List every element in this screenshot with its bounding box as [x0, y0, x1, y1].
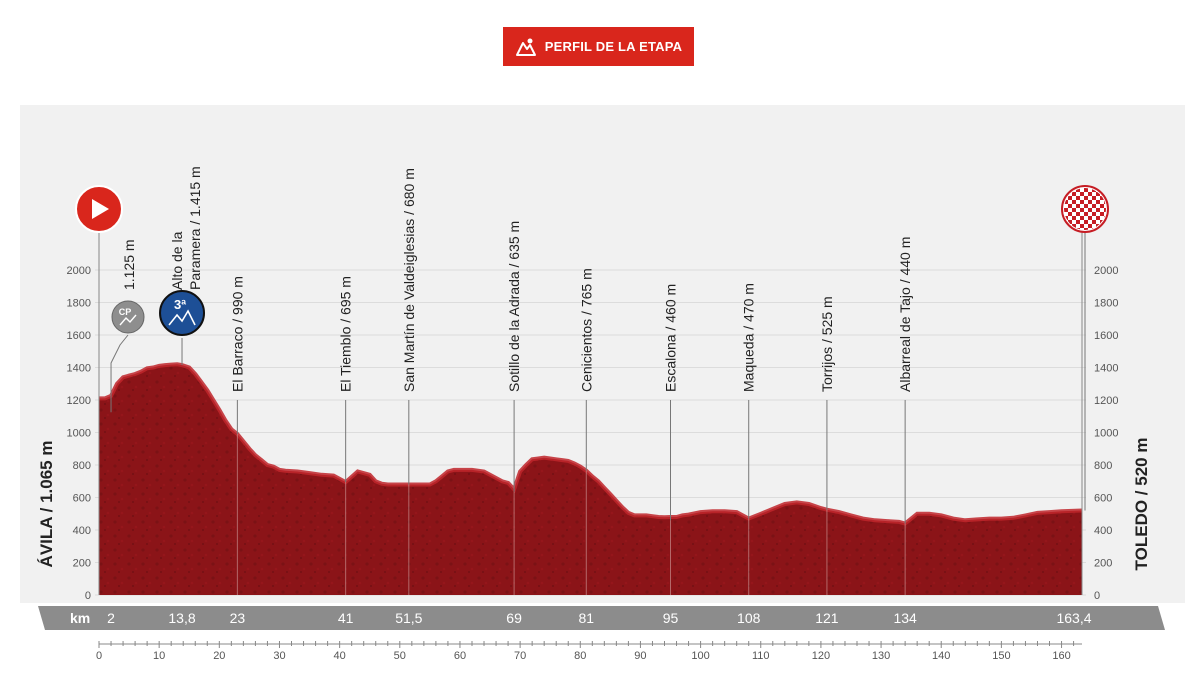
- km-ruler-label: 120: [812, 650, 830, 662]
- y-tick-label-right: 400: [1094, 525, 1112, 537]
- finish-town-label: TOLEDO / 520 m: [1132, 438, 1151, 571]
- km-ruler-label: 130: [872, 650, 890, 662]
- km-ruler-label: 0: [96, 650, 102, 662]
- y-tick-label-right: 1600: [1094, 330, 1118, 342]
- y-tick-label-right: 1800: [1094, 298, 1118, 310]
- waypoint-label: El Barraco / 990 m: [229, 276, 245, 392]
- km-checkpoint-label: 41: [338, 610, 354, 626]
- km-checkpoint-label: 81: [578, 610, 594, 626]
- km-ruler-label: 70: [514, 650, 526, 662]
- km-ruler-label: 110: [752, 650, 770, 662]
- stage-profile-badge: PERFIL DE LA ETAPA: [503, 27, 694, 66]
- km-ruler-label: 100: [691, 650, 709, 662]
- play-triangle: [92, 199, 109, 219]
- finish-checkered-flag-icon: [1064, 188, 1106, 230]
- km-ruler-label: 50: [394, 650, 406, 662]
- km-ruler-label: 160: [1052, 650, 1070, 662]
- km-ruler-label: 150: [992, 650, 1010, 662]
- third-category-climb-icon: [159, 290, 206, 336]
- km-checkpoint-label: 13,8: [168, 610, 195, 626]
- km-checkpoint-label: 108: [737, 610, 761, 626]
- y-tick-label-left: 1800: [67, 298, 91, 310]
- y-tick-label-left: 1600: [67, 330, 91, 342]
- y-tick-label-right: 2000: [1094, 265, 1118, 277]
- y-tick-label-left: 0: [85, 590, 91, 602]
- profile-ridge-line: [99, 362, 1083, 526]
- climb-category-label: 3ª: [174, 297, 186, 312]
- y-tick-label-left: 400: [73, 525, 91, 537]
- y-tick-label-left: 1400: [67, 363, 91, 375]
- km-checkpoint-label: 2: [107, 610, 115, 626]
- km-checkpoint-label: 134: [893, 610, 917, 626]
- km-unit-label: km: [70, 610, 90, 626]
- km-ruler-label: 30: [273, 650, 285, 662]
- sprint-peaks: [119, 314, 137, 326]
- climb-name-label: Paramera / 1.415 m: [187, 166, 203, 290]
- climb-peaks: [168, 309, 196, 326]
- km-ruler-label: 10: [153, 650, 165, 662]
- waypoint-label: Torrijos / 525 m: [819, 296, 835, 392]
- y-tick-label-left: 200: [73, 558, 91, 570]
- km-ruler-label: 60: [454, 650, 466, 662]
- waypoint-label: Cenicientos / 765 m: [578, 268, 594, 392]
- sprint-elevation-label: 1.125 m: [121, 239, 137, 290]
- y-tick-label-right: 800: [1094, 460, 1112, 472]
- km-ruler-label: 40: [334, 650, 346, 662]
- km-checkpoint-label: 121: [815, 610, 839, 626]
- y-tick-label-left: 600: [73, 493, 91, 505]
- waypoint-label: San Martín de Valdeiglesias / 680 m: [401, 168, 417, 392]
- y-tick-label-right: 1400: [1094, 363, 1118, 375]
- y-tick-label-left: 1000: [67, 428, 91, 440]
- waypoint-label: Albarreal de Tajo / 440 m: [897, 237, 913, 392]
- sprint-leader-line: [110, 334, 129, 413]
- km-ruler-label: 140: [932, 650, 950, 662]
- km-checkpoint-label: 163,4: [1056, 610, 1091, 626]
- y-tick-label-right: 0: [1094, 590, 1100, 602]
- intermediate-sprint-icon: [111, 300, 145, 334]
- waypoint-label: Maqueda / 470 m: [741, 283, 757, 392]
- y-tick-label-right: 1000: [1094, 428, 1118, 440]
- y-tick-label-right: 200: [1094, 558, 1112, 570]
- km-band: [38, 606, 1165, 630]
- waypoint-label: Sotillo de la Adrada / 635 m: [506, 221, 522, 392]
- start-town-label: ÁVILA / 1.065 m: [37, 441, 56, 568]
- y-tick-label-left: 1200: [67, 395, 91, 407]
- km-checkpoint-label: 69: [506, 610, 522, 626]
- waypoint-label: El Tiemblo / 695 m: [338, 276, 354, 392]
- y-tick-label-right: 1200: [1094, 395, 1118, 407]
- km-checkpoint-label: 95: [663, 610, 679, 626]
- y-tick-label-right: 600: [1094, 493, 1112, 505]
- badge-label: PERFIL DE LA ETAPA: [544, 39, 683, 54]
- waypoint-label: Escalona / 460 m: [663, 284, 679, 392]
- km-ruler-label: 20: [213, 650, 225, 662]
- y-tick-label-left: 2000: [67, 265, 91, 277]
- climb-name-label: Alto de la: [169, 231, 185, 290]
- km-ruler-label: 90: [634, 650, 646, 662]
- mountain-route-icon: [515, 38, 536, 56]
- km-checkpoint-label: 51,5: [395, 610, 422, 626]
- elevation-texture: [99, 364, 1082, 595]
- y-tick-label-left: 800: [73, 460, 91, 472]
- km-ruler-label: 80: [574, 650, 586, 662]
- sprint-marker-label: CP: [119, 307, 132, 317]
- km-checkpoint-label: 23: [230, 610, 246, 626]
